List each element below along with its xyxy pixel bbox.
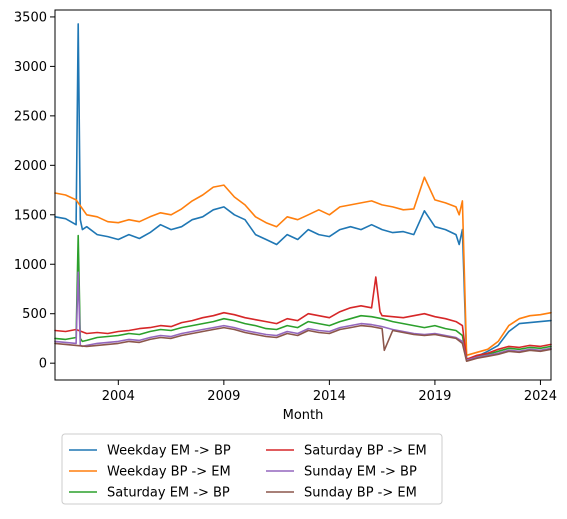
plot-frame — [54, 9, 552, 381]
legend-box — [61, 433, 443, 505]
legend-label: Sunday BP -> EM — [304, 486, 417, 501]
y-axis: 0 500 1000 1500 2000 2500 3000 3500 — [14, 10, 55, 372]
series-layer — [54, 23, 552, 363]
legend-label: Weekday BP -> EM — [107, 465, 231, 480]
y-tick-label: 3500 — [14, 10, 47, 25]
y-tick-label: 2500 — [14, 109, 47, 124]
legend-label: Saturday BP -> EM — [304, 444, 427, 459]
y-tick-label: 0 — [39, 357, 47, 372]
x-tick-label: 2014 — [313, 389, 346, 404]
x-tick-label: 2009 — [207, 389, 240, 404]
legend-label: Sunday EM -> BP — [304, 465, 417, 480]
x-tick-label: 2024 — [524, 389, 557, 404]
legend-label: Weekday EM -> BP — [107, 444, 231, 459]
legend-entries: Weekday EM -> BP Weekday BP -> EM Saturday… — [69, 444, 427, 501]
x-axis-label: Month — [283, 408, 324, 423]
y-tick-label: 1000 — [14, 258, 47, 273]
y-tick-label: 500 — [22, 307, 47, 322]
x-axis: 2004 2009 2014 2019 2024 — [102, 380, 557, 404]
legend: Weekday EM -> BP Weekday BP -> EM Saturday… — [61, 433, 443, 505]
y-tick-label: 1500 — [14, 208, 47, 223]
x-tick-label: 2019 — [418, 389, 451, 404]
y-tick-label: 2000 — [14, 159, 47, 174]
y-tick-label: 3000 — [14, 60, 47, 75]
x-tick-label: 2004 — [102, 389, 135, 404]
series-line-5 — [54, 324, 552, 363]
legend-label: Saturday EM -> BP — [107, 486, 230, 501]
series-line-1 — [54, 176, 552, 357]
series-line-3 — [54, 276, 552, 361]
